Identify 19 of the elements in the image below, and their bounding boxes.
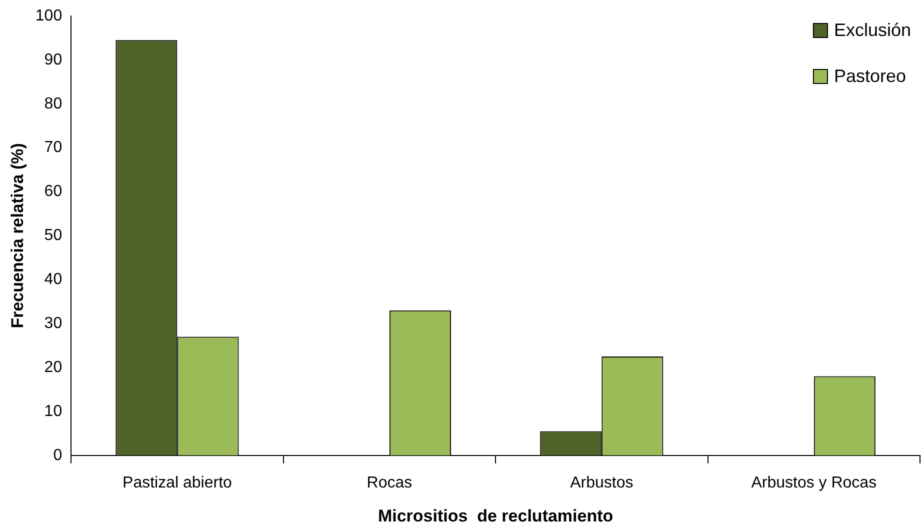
y-tick-label: 90 [44, 51, 62, 68]
y-tick-label: 10 [44, 402, 62, 420]
y-tick-label: 40 [44, 271, 62, 288]
y-tick-label: 50 [44, 227, 62, 244]
x-tick-label: Arbustos [570, 474, 634, 492]
y-tick-label: 100 [35, 7, 62, 24]
x-tick-label: Pastizal abierto [122, 474, 232, 492]
x-axis-title: Micrositios de reclutamiento [378, 506, 614, 526]
legend-label: Pastoreo [834, 66, 906, 86]
legend-label: Exclusión [834, 20, 912, 40]
y-axis-title: Frecuencia relativa (%) [8, 143, 27, 328]
y-tick-label: 60 [44, 183, 62, 200]
x-tick-label: Rocas [366, 474, 412, 492]
x-tick-label: Arbustos y Rocas [751, 474, 877, 492]
y-tick-label: 30 [44, 314, 62, 332]
y-tick-label: 20 [44, 358, 62, 376]
y-tick-label: 70 [44, 139, 62, 156]
y-tick-label: 0 [53, 446, 62, 464]
y-tick-label: 80 [44, 95, 62, 112]
